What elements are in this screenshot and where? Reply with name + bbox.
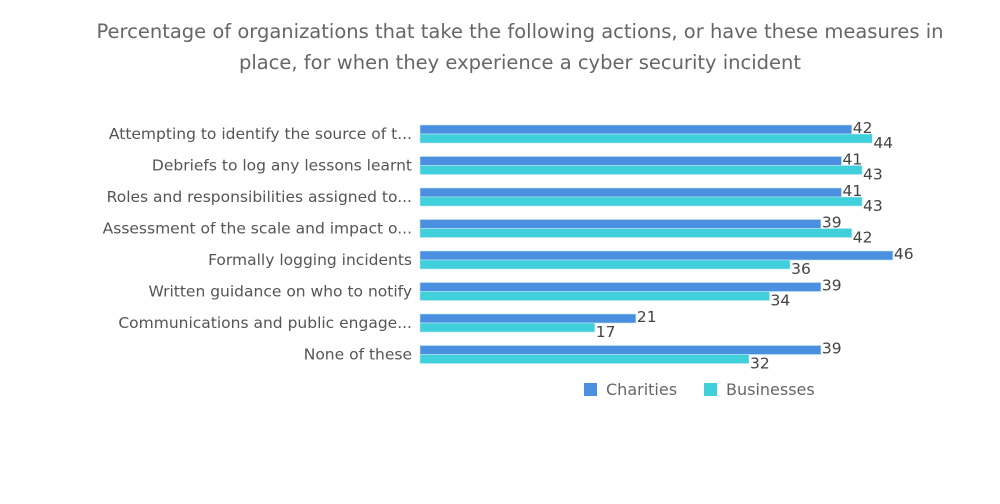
data-label: 21 <box>637 308 657 326</box>
bar-charities[interactable] <box>419 156 842 166</box>
legend-swatch <box>584 383 597 396</box>
data-label: 42 <box>853 229 873 247</box>
bar-businesses[interactable] <box>419 354 750 364</box>
data-label: 42 <box>853 119 873 137</box>
chart-title-line-1: Percentage of organizations that take th… <box>96 20 943 43</box>
category-label: Written guidance on who to notify <box>148 283 412 301</box>
data-label: 34 <box>771 292 791 310</box>
bar-charities[interactable] <box>419 187 842 198</box>
bar-businesses[interactable] <box>419 165 863 175</box>
data-label: 44 <box>873 134 893 152</box>
data-label: 41 <box>842 182 862 200</box>
data-label: 17 <box>596 323 616 341</box>
data-label: 43 <box>863 197 883 215</box>
bar-charities[interactable] <box>419 313 637 324</box>
data-label: 39 <box>822 277 842 295</box>
bar-charities[interactable] <box>419 250 894 261</box>
bar-charities[interactable] <box>419 282 822 292</box>
bar-businesses[interactable] <box>419 291 770 301</box>
data-label: 39 <box>822 214 842 232</box>
bar-businesses[interactable] <box>419 259 791 270</box>
category-label: None of these <box>304 346 412 364</box>
bar-charities[interactable] <box>419 124 853 135</box>
bar-charities[interactable] <box>419 219 822 229</box>
data-label: 32 <box>750 355 770 373</box>
category-label: Roles and responsibilities assigned to..… <box>107 188 412 206</box>
legend-label: Charities <box>606 380 677 399</box>
data-label: 43 <box>863 166 883 184</box>
category-label: Communications and public engage... <box>118 314 412 332</box>
chart-title-line-2: place, for when they experience a cyber … <box>239 51 801 74</box>
bar-businesses[interactable] <box>419 196 863 207</box>
data-label: 36 <box>791 260 811 278</box>
category-label: Debriefs to log any lessons learnt <box>152 157 412 175</box>
legend-swatch <box>704 383 717 396</box>
category-label: Formally logging incidents <box>208 251 412 269</box>
bar-businesses[interactable] <box>419 322 596 333</box>
data-label: 39 <box>822 340 842 358</box>
data-label: 46 <box>894 245 914 263</box>
bar-businesses[interactable] <box>419 228 853 238</box>
category-label: Assessment of the scale and impact o... <box>103 220 412 238</box>
bar-charities[interactable] <box>419 345 822 355</box>
category-label: Attempting to identify the source of t..… <box>109 125 412 143</box>
bar-businesses[interactable] <box>419 133 873 144</box>
data-label: 41 <box>842 151 862 169</box>
legend-label: Businesses <box>726 380 815 399</box>
